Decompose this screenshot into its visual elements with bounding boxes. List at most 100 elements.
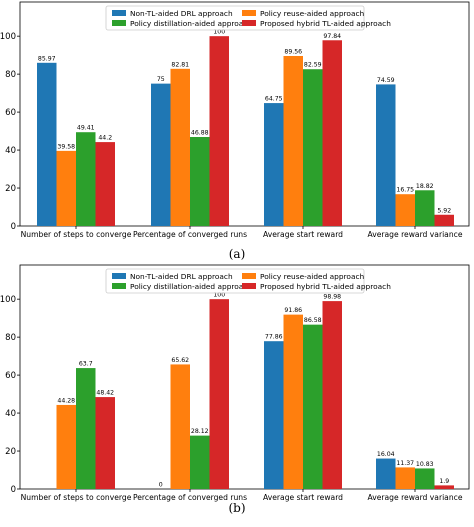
bar (190, 137, 210, 226)
data-label: 11.37 (396, 460, 414, 467)
data-label: 74.59 (377, 77, 395, 84)
bar (415, 468, 435, 489)
data-label: 64.75 (265, 96, 283, 103)
legend-box (105, 268, 365, 294)
x-tick-label: Average start reward (263, 493, 343, 502)
bar (264, 341, 284, 489)
y-tick-label: 0 (11, 222, 16, 232)
data-label: 89.56 (284, 48, 302, 55)
bar (170, 364, 190, 489)
data-label: 0 (159, 482, 163, 489)
legend-label: Policy distillation-aided approach (130, 19, 252, 28)
data-label: 39.58 (57, 143, 75, 150)
bar (170, 68, 190, 226)
data-label: 1.9 (439, 478, 449, 485)
data-label: 97.84 (323, 33, 341, 40)
bar (95, 397, 115, 489)
legend-swatch (112, 20, 126, 26)
panel-caption: (a) (229, 247, 246, 261)
bar (95, 142, 115, 226)
y-tick-label: 60 (5, 371, 16, 381)
axes-frame (19, 264, 470, 490)
chart-panel-b: 0 20 40 60 80 100 0 77.86 16.04 44.28 65.62 91.86 11… (0, 264, 470, 515)
legend-swatch (242, 20, 256, 26)
data-label: 98.98 (323, 294, 341, 301)
bar (415, 190, 435, 226)
y-tick-label: 80 (5, 333, 16, 343)
legend-label: Proposed hybrid TL-aided approach (260, 282, 391, 291)
bar (209, 36, 229, 226)
x-tick-label: Average reward variance (367, 493, 462, 502)
x-tick-label: Percentage of converged runs (133, 493, 247, 502)
bar (395, 194, 415, 226)
y-tick-label: 100 (0, 32, 16, 42)
bar (434, 214, 454, 226)
data-label: 28.12 (191, 428, 209, 435)
data-label: 82.59 (304, 62, 322, 69)
y-tick-label: 60 (5, 108, 16, 118)
bar (376, 458, 396, 489)
axes-frame (19, 1, 470, 227)
bar (56, 404, 76, 489)
bar (209, 299, 229, 489)
y-tick-label: 100 (0, 295, 16, 305)
legend-label: Policy reuse-aided approach (260, 9, 365, 18)
bar (283, 314, 303, 489)
data-label: 82.81 (171, 61, 189, 68)
data-label: 18.82 (416, 183, 434, 190)
legend-label: Proposed hybrid TL-aided approach (260, 19, 391, 28)
data-label: 44.2 (98, 135, 112, 142)
data-label: 65.62 (171, 357, 189, 364)
data-label: 85.97 (38, 55, 56, 62)
chart-panel-a: 0 20 40 60 80 100 85.97 75 64.75 74.59 39.58 82.81 8… (0, 1, 470, 261)
x-tick-label: Average start reward (263, 230, 343, 239)
y-tick-label: 80 (5, 70, 16, 80)
bar (322, 301, 342, 489)
legend-label: Policy reuse-aided approach (260, 272, 365, 281)
data-label: 16.75 (396, 187, 414, 194)
y-tick-label: 20 (5, 184, 16, 194)
legend-swatch (112, 283, 126, 289)
data-label: 100 (213, 292, 225, 299)
y-tick-label: 40 (5, 146, 16, 156)
legend-swatch (242, 273, 256, 279)
legend-box (105, 5, 365, 31)
x-tick-label: Average reward variance (367, 230, 462, 239)
bar (303, 324, 323, 489)
y-tick-label: 0 (11, 485, 16, 495)
data-label: 44.28 (57, 397, 75, 404)
data-label: 46.88 (191, 130, 209, 137)
data-label: 75 (157, 76, 165, 83)
legend-swatch (112, 273, 126, 279)
bar (376, 84, 396, 226)
data-label: 49.41 (77, 125, 95, 132)
y-tick-label: 40 (5, 409, 16, 419)
x-tick-label: Number of steps to converge (21, 230, 132, 239)
data-label: 63.7 (79, 361, 93, 368)
x-tick-label: Number of steps to converge (21, 493, 132, 502)
bar (190, 435, 210, 489)
x-tick-label: Percentage of converged runs (133, 230, 247, 239)
data-label: 5.92 (437, 207, 451, 214)
data-label: 77.86 (265, 334, 283, 341)
bar (37, 62, 57, 227)
legend-label: Policy distillation-aided approach (130, 282, 252, 291)
bar (322, 40, 342, 226)
legend-swatch (242, 10, 256, 16)
data-label: 91.86 (284, 307, 302, 314)
data-label: 86.58 (304, 317, 322, 324)
bar (283, 55, 303, 227)
bar (303, 69, 323, 226)
bar (395, 467, 415, 489)
bar (76, 368, 96, 489)
legend-swatch (112, 10, 126, 16)
bar (151, 83, 171, 226)
bar (434, 485, 454, 489)
bar (264, 103, 284, 226)
data-label: 48.42 (96, 390, 114, 397)
legend-label: Non-TL-aided DRL approach (130, 9, 233, 18)
data-label: 100 (213, 29, 225, 36)
data-label: 16.04 (377, 451, 395, 458)
bar (56, 150, 76, 226)
